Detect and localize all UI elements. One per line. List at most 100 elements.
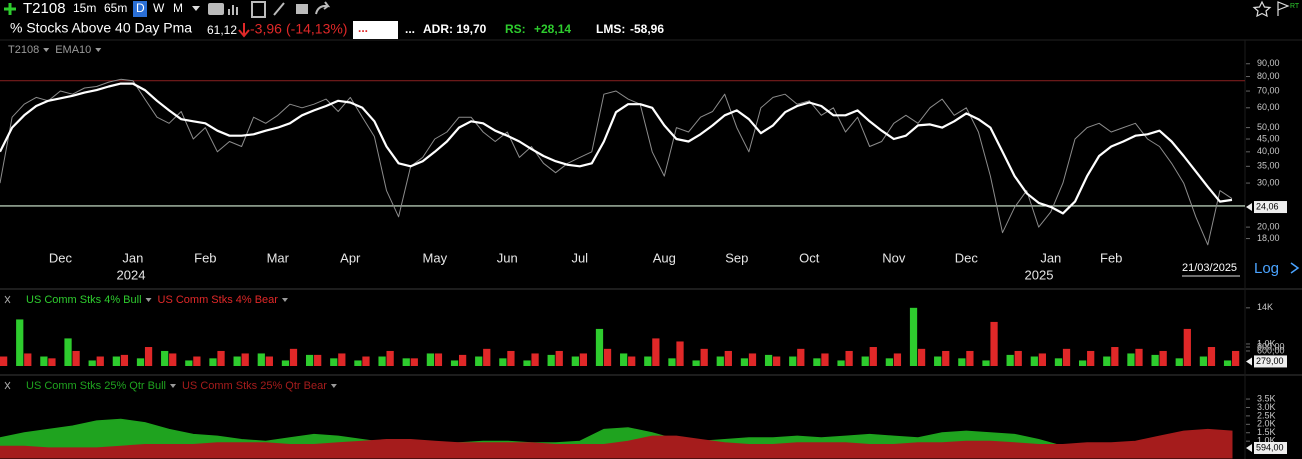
- x-tick-label: Aug: [653, 250, 676, 265]
- toolbar: T2108 15m 65m D W M RT: [4, 0, 1300, 18]
- down-arrow: [238, 23, 250, 38]
- legend-entry[interactable]: US Comm Stks 25% Qtr Bear: [182, 380, 327, 392]
- legend-entry[interactable]: US Comm Stks 25% Qtr Bull: [26, 380, 166, 392]
- bar: [209, 358, 217, 366]
- bar: [144, 347, 153, 366]
- bar: [740, 358, 749, 366]
- legend-entry[interactable]: T2108: [8, 44, 39, 56]
- x-tick-label: Apr: [340, 250, 361, 265]
- bar: [193, 356, 201, 366]
- area: [0, 428, 1233, 459]
- legend-entry[interactable]: US Comm Stks 4% Bull: [26, 294, 142, 306]
- bar: [668, 358, 676, 366]
- bars-icon[interactable]: [228, 5, 238, 15]
- bar: [354, 360, 362, 366]
- bar: [652, 338, 660, 366]
- last-value: 61,12: [207, 23, 237, 37]
- y-tick-label: 2.0K: [1257, 419, 1276, 429]
- last-value-label: 594,00: [1256, 442, 1284, 452]
- last-value-label: 24,06: [1256, 201, 1279, 211]
- bar: [885, 358, 893, 366]
- calc-icon[interactable]: [251, 1, 266, 18]
- share-icon[interactable]: [315, 1, 331, 15]
- bar: [241, 353, 249, 366]
- bar: [990, 321, 998, 366]
- bar: [1030, 356, 1038, 366]
- dropdown-icon[interactable]: [192, 6, 200, 11]
- last-value-pointer: [1246, 443, 1252, 452]
- bar: [1223, 360, 1232, 366]
- series-line: [0, 82, 1233, 215]
- bar: [169, 353, 177, 366]
- bar: [773, 356, 781, 366]
- interval[interactable]: 15m: [73, 1, 96, 15]
- expand-icon[interactable]: [1290, 262, 1300, 274]
- draw-icon[interactable]: [273, 2, 285, 16]
- y-tick-label: 18,00: [1257, 233, 1280, 243]
- year-label: 2024: [117, 267, 146, 282]
- bar: [136, 358, 145, 366]
- bar: [1183, 328, 1191, 366]
- bar: [16, 319, 24, 366]
- interval[interactable]: 65m: [104, 1, 127, 15]
- interval[interactable]: D: [136, 1, 145, 15]
- y-tick-label: 90,00: [1257, 58, 1280, 68]
- bar: [531, 353, 539, 366]
- dots[interactable]: ...: [358, 21, 368, 35]
- bar: [499, 358, 507, 366]
- last-value-pointer: [1246, 357, 1252, 366]
- legend-entry[interactable]: EMA10: [55, 44, 91, 56]
- symbol[interactable]: T2108: [23, 0, 66, 17]
- bar: [700, 348, 708, 366]
- log-button[interactable]: Log: [1254, 260, 1279, 277]
- bar: [555, 350, 563, 366]
- bar: [917, 348, 926, 366]
- study-title: % Stocks Above 40 Day Pma: [10, 20, 192, 36]
- y-tick-label: 800,00: [1257, 341, 1285, 351]
- x-tick-label: Dec: [955, 250, 979, 265]
- bar: [1014, 350, 1022, 366]
- bar: [1079, 360, 1087, 366]
- bar: [579, 353, 588, 366]
- flag-icon[interactable]: [1277, 1, 1290, 16]
- bar: [958, 358, 966, 366]
- x-tick-label: Feb: [1100, 250, 1122, 265]
- bar: [1038, 353, 1046, 366]
- last-value-pointer: [1246, 203, 1252, 212]
- realtime-label: RT: [1290, 3, 1300, 10]
- bar: [603, 348, 612, 366]
- bar: [161, 350, 169, 366]
- bar: [72, 350, 80, 366]
- add-icon[interactable]: [4, 3, 16, 15]
- dots-box[interactable]: [353, 21, 398, 39]
- year-label: 2025: [1025, 267, 1054, 282]
- legend-dropdown: [145, 298, 152, 302]
- favorite-icon[interactable]: [1252, 0, 1272, 18]
- bar: [314, 354, 322, 366]
- x-tick-label: Dec: [49, 250, 73, 265]
- bar: [789, 356, 797, 366]
- y-tick-label: 600,00: [1257, 345, 1285, 355]
- close-icon[interactable]: [4, 381, 11, 390]
- bar: [305, 354, 314, 366]
- dots[interactable]: ...: [405, 22, 415, 36]
- close-icon[interactable]: [4, 295, 11, 304]
- bar: [1199, 356, 1208, 366]
- interval[interactable]: M: [173, 1, 183, 15]
- chart-type-icon[interactable]: [208, 3, 224, 15]
- y-tick-label: 20,00: [1257, 221, 1280, 231]
- legend-dropdown: [95, 48, 102, 52]
- layout-icon[interactable]: [296, 4, 308, 14]
- bar: [1127, 353, 1135, 366]
- bar: [1151, 354, 1159, 366]
- interval[interactable]: W: [153, 1, 165, 15]
- rs-label: RS:: [505, 22, 526, 36]
- y-tick-label: 30,00: [1257, 177, 1280, 187]
- legend-entry[interactable]: US Comm Stks 4% Bear: [158, 294, 279, 306]
- bar: [813, 358, 821, 366]
- bar: [644, 356, 652, 366]
- bar: [547, 354, 555, 366]
- bar: [1207, 347, 1216, 366]
- bar: [450, 360, 459, 366]
